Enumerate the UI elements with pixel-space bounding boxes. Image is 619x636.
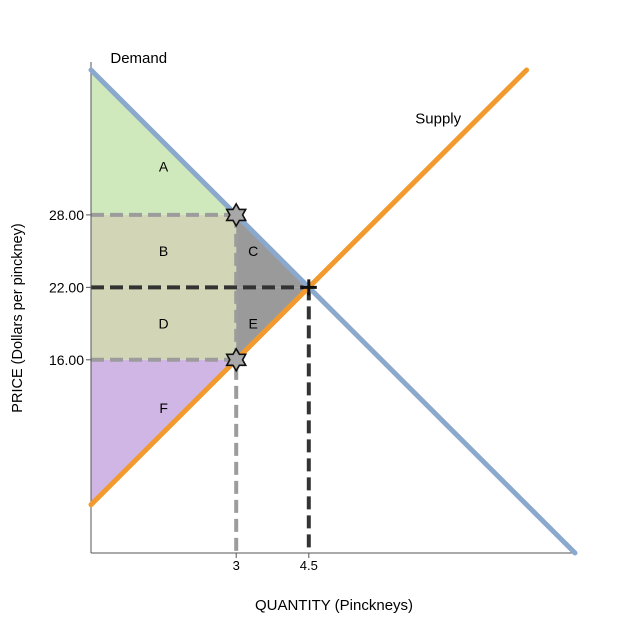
y-axis-title: PRICE (Dollars per pinckney) [10,223,26,412]
demand-curve [88,67,578,556]
labels: A B C D E F Demand Supply [110,50,461,416]
dashed-guides [91,212,311,553]
shaded-regions [91,70,309,505]
x-tick-label: 4.5 [300,558,318,573]
region-label-f: F [159,400,168,416]
region-a [91,70,237,215]
region-b [91,214,237,288]
y-tick-label: 22.00 [49,279,84,295]
region-label-c: C [248,243,258,259]
y-tick-label: 16.00 [49,352,84,368]
region-label-b: B [159,243,168,259]
region-label-d: D [159,316,169,332]
demand-label: Demand [110,50,167,67]
region-label-e: E [248,316,257,332]
region-label-a: A [159,159,169,175]
equilibrium-cross-marker [300,279,317,296]
x-tick-label: 3 [233,558,240,573]
supply-label: Supply [415,110,461,127]
y-tick-label: 28.00 [49,207,84,223]
star-marker [225,347,248,373]
markers [225,202,317,373]
region-d [91,287,237,360]
x-axis-title: QUANTITY (Pinckneys) [255,597,413,614]
axes: 28.00 22.00 16.00 3 4.5 [49,62,576,573]
star-marker [225,202,248,228]
